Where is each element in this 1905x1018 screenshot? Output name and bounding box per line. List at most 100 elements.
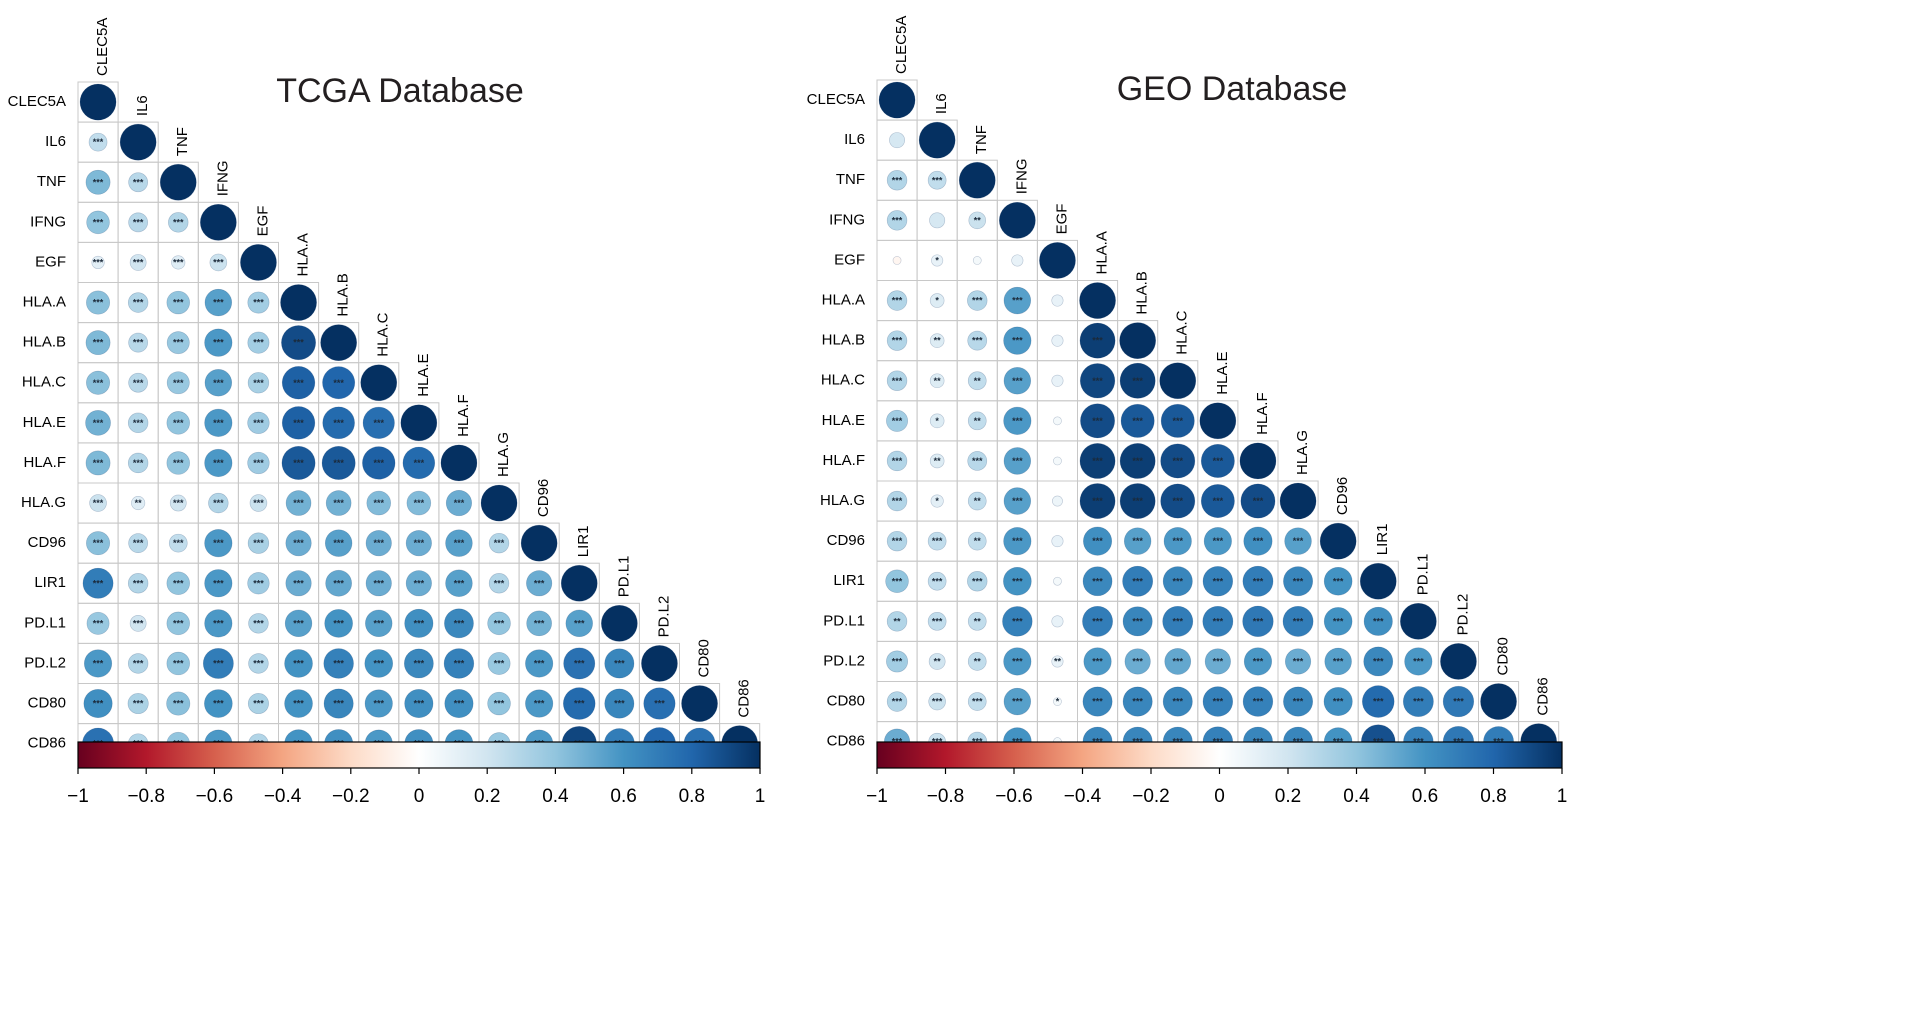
corr-circle-egf-clec5a	[91, 255, 105, 270]
corr-circle-egf-ifng	[1011, 254, 1024, 267]
row-label-tnf: TNF	[37, 173, 66, 190]
corr-circle-lir1-hla-a	[1082, 566, 1113, 597]
significance-mark: ***	[932, 576, 943, 586]
corr-circle-hla-b-ifng	[1003, 326, 1032, 355]
corr-circle-hla-e-egf	[1053, 416, 1062, 426]
significance-mark: ***	[892, 536, 903, 546]
corr-circle-hla-e-ifng	[1003, 406, 1032, 435]
significance-mark: ***	[1213, 496, 1224, 506]
corr-circle-cd80-lir1	[1362, 685, 1395, 718]
colorbar-tick-label: 0.6	[610, 786, 636, 807]
significance-mark: ***	[333, 618, 344, 628]
corr-circle-lir1-egf	[247, 572, 270, 595]
corr-circle-hla-g-il6	[131, 495, 146, 511]
corr-circle-cd80-hla-a	[284, 689, 313, 718]
col-label-cd96: CD96	[535, 479, 552, 517]
corr-circle-cd96-clec5a	[886, 530, 908, 552]
significance-mark: **	[974, 215, 982, 225]
significance-mark: ***	[972, 576, 983, 586]
corr-circle-lir1-hla-b	[325, 569, 352, 597]
significance-mark: ***	[454, 658, 465, 668]
col-label-cd86: CD86	[736, 679, 753, 717]
corr-circle-pd-l1-hla-g	[487, 611, 511, 636]
significance-mark: ***	[253, 458, 264, 468]
col-label-pd-l1: PD.L1	[1414, 554, 1431, 596]
corr-circle-pd-l2-hla-c	[364, 649, 394, 678]
corr-circle-cd80-hla-g	[487, 691, 511, 716]
colorbar-tick-label: −0.6	[196, 786, 234, 807]
corr-circle-il6-clec5a	[88, 132, 108, 152]
significance-mark: ***	[1172, 536, 1183, 546]
corr-circle-hla-f-ifng	[1003, 447, 1032, 475]
corr-circle-pd-l2-il6	[127, 653, 149, 674]
corr-circle-cd80-pd-l2	[1442, 685, 1475, 718]
significance-mark: ***	[1293, 576, 1304, 586]
corr-circle-pd-l2-hla-g	[487, 652, 511, 675]
corr-circle-cd80-cd96	[525, 689, 554, 718]
significance-mark: ***	[373, 458, 384, 468]
corr-circle-hla-g-clec5a	[89, 494, 107, 512]
row-label-ifng: IFNG	[30, 213, 66, 230]
row-label-cd86: CD86	[827, 733, 865, 750]
colorbar-tick-label: −0.4	[1064, 786, 1102, 807]
significance-mark: ***	[333, 658, 344, 668]
colorbar	[876, 741, 1563, 769]
corr-circle-cd96-clec5a	[86, 531, 111, 556]
corr-circle-egf-il6	[129, 254, 147, 271]
corr-circle-hla-f-clec5a	[886, 450, 908, 472]
significance-mark: **	[974, 656, 982, 666]
significance-mark: ***	[253, 378, 264, 388]
corr-circle-cd80-tnf	[967, 692, 987, 711]
colorbar-tick-label: −1	[67, 786, 89, 807]
significance-mark: ***	[414, 538, 425, 548]
corr-circle-hla-g-il6	[930, 494, 944, 508]
corr-circle-cd80-lir1	[563, 687, 596, 720]
corr-circle-egf-egf	[240, 244, 277, 281]
significance-mark: ***	[1092, 656, 1103, 666]
significance-mark: ***	[1012, 336, 1023, 346]
corr-circle-cd80-ifng	[1003, 687, 1032, 716]
significance-mark: ***	[133, 618, 144, 628]
corr-circle-hla-a-hla-a	[280, 284, 317, 321]
corr-circle-hla-c-clec5a	[886, 370, 908, 391]
corr-circle-pd-l2-hla-c	[1164, 648, 1192, 675]
corr-circle-hla-e-hla-c	[362, 406, 395, 439]
significance-mark: ***	[932, 616, 943, 626]
significance-mark: ***	[1092, 616, 1103, 626]
corr-circle-hla-g-tnf	[169, 494, 187, 512]
corr-circle-cd80-pd-l2	[643, 687, 676, 720]
corr-circle-pd-l1-cd96	[526, 610, 552, 637]
corr-circle-hla-b-hla-a	[281, 325, 316, 361]
corr-circle-lir1-hla-f	[445, 569, 473, 597]
significance-mark: ***	[173, 298, 184, 308]
significance-mark: ***	[173, 418, 184, 428]
col-label-cd80: CD80	[1495, 637, 1512, 675]
col-label-ifng: IFNG	[1013, 158, 1030, 194]
significance-mark: **	[974, 536, 982, 546]
corr-circle-pd-l2-egf	[248, 653, 269, 674]
significance-mark: **	[974, 496, 982, 506]
significance-mark: ***	[333, 458, 344, 468]
significance-mark: ***	[534, 658, 545, 668]
significance-mark: ***	[1012, 697, 1023, 707]
significance-mark: ***	[173, 217, 184, 227]
significance-mark: ***	[892, 336, 903, 346]
row-label-pd-l2: PD.L2	[823, 652, 865, 669]
significance-mark: ***	[1132, 496, 1143, 506]
significance-mark: ***	[213, 257, 224, 267]
significance-mark: ***	[1092, 697, 1103, 707]
significance-mark: ***	[1373, 697, 1384, 707]
significance-mark: *	[1056, 697, 1060, 707]
corr-circle-hla-c-il6	[128, 372, 148, 393]
significance-mark: ***	[1012, 496, 1023, 506]
corr-circle-hla-b-clec5a	[886, 330, 908, 351]
corr-circle-pd-l1-hla-b	[1122, 606, 1153, 637]
corr-circle-cd96-cd96	[1319, 522, 1357, 560]
significance-mark: ***	[253, 298, 264, 308]
significance-mark: ***	[133, 338, 144, 348]
significance-mark: ***	[1413, 697, 1424, 707]
significance-mark: ***	[333, 378, 344, 388]
significance-mark: ***	[1132, 576, 1143, 586]
significance-mark: ***	[972, 456, 983, 466]
corr-circle-hla-e-egf	[247, 411, 270, 434]
